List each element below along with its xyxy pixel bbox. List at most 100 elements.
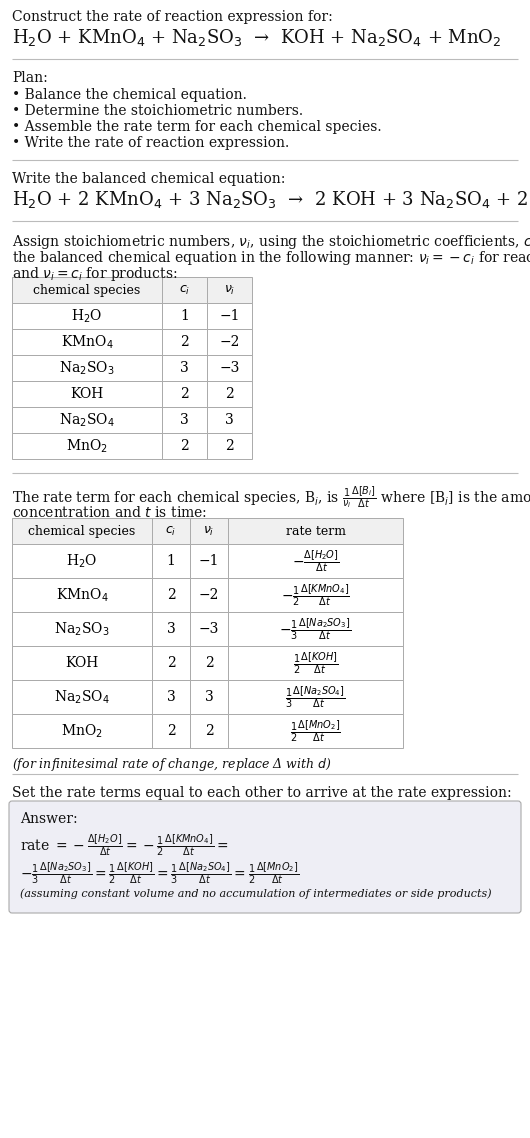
Bar xyxy=(162,277,207,303)
Text: • Write the rate of reaction expression.: • Write the rate of reaction expression. xyxy=(12,137,289,150)
Bar xyxy=(162,329,207,355)
Bar xyxy=(12,714,152,748)
Bar xyxy=(152,714,190,748)
Text: 3: 3 xyxy=(180,413,189,427)
Bar xyxy=(162,432,207,459)
Bar xyxy=(228,518,403,544)
Bar xyxy=(12,407,162,432)
Bar xyxy=(152,646,190,681)
Text: $\frac{1}{2}\frac{\Delta[MnO_2]}{\Delta t}$: $\frac{1}{2}\frac{\Delta[MnO_2]}{\Delta … xyxy=(290,718,341,744)
Text: concentration and $t$ is time:: concentration and $t$ is time: xyxy=(12,505,207,520)
Text: $-\frac{1}{2}\frac{\Delta[KMnO_4]}{\Delta t}$: $-\frac{1}{2}\frac{\Delta[KMnO_4]}{\Delt… xyxy=(281,583,350,608)
Text: $\frac{1}{2}\frac{\Delta[KOH]}{\Delta t}$: $\frac{1}{2}\frac{\Delta[KOH]}{\Delta t}… xyxy=(293,650,338,676)
Bar xyxy=(207,329,252,355)
Text: $\nu_i$: $\nu_i$ xyxy=(224,283,235,297)
Bar xyxy=(12,681,152,714)
Text: The rate term for each chemical species, B$_i$, is $\frac{1}{\nu_i}\frac{\Delta[: The rate term for each chemical species,… xyxy=(12,485,530,511)
Text: Assign stoichiometric numbers, $\nu_i$, using the stoichiometric coefficients, $: Assign stoichiometric numbers, $\nu_i$, … xyxy=(12,233,530,251)
Text: the balanced chemical equation in the following manner: $\nu_i = -c_i$ for react: the balanced chemical equation in the fo… xyxy=(12,249,530,267)
Bar xyxy=(162,355,207,381)
Text: 3: 3 xyxy=(225,413,234,427)
Bar xyxy=(228,578,403,612)
Bar xyxy=(190,518,228,544)
Bar xyxy=(190,544,228,578)
Text: 2: 2 xyxy=(180,335,189,349)
Text: KOH: KOH xyxy=(70,387,104,401)
Text: (assuming constant volume and no accumulation of intermediates or side products): (assuming constant volume and no accumul… xyxy=(20,888,492,899)
Text: Plan:: Plan: xyxy=(12,71,48,85)
Bar xyxy=(12,355,162,381)
Bar xyxy=(152,681,190,714)
Text: KMnO$_4$: KMnO$_4$ xyxy=(56,586,108,603)
Text: 3: 3 xyxy=(180,361,189,376)
Bar xyxy=(12,277,162,303)
Text: −2: −2 xyxy=(219,335,240,349)
Text: Answer:: Answer: xyxy=(20,813,77,826)
Bar xyxy=(12,578,152,612)
Text: 1: 1 xyxy=(166,554,175,568)
Bar xyxy=(207,407,252,432)
Text: chemical species: chemical species xyxy=(29,525,136,537)
FancyBboxPatch shape xyxy=(9,801,521,913)
Bar xyxy=(12,612,152,646)
Text: KOH: KOH xyxy=(65,655,99,670)
Bar xyxy=(152,544,190,578)
Text: MnO$_2$: MnO$_2$ xyxy=(61,723,103,740)
Bar xyxy=(12,432,162,459)
Bar xyxy=(12,329,162,355)
Bar xyxy=(190,646,228,681)
Bar xyxy=(207,355,252,381)
Text: $c_i$: $c_i$ xyxy=(179,283,190,297)
Text: 2: 2 xyxy=(205,655,214,670)
Bar xyxy=(190,612,228,646)
Text: rate term: rate term xyxy=(286,525,346,537)
Bar xyxy=(162,303,207,329)
Text: (for infinitesimal rate of change, replace Δ with $d$): (for infinitesimal rate of change, repla… xyxy=(12,756,332,773)
Text: H$_2$O + 2 KMnO$_4$ + 3 Na$_2$SO$_3$  →  2 KOH + 3 Na$_2$SO$_4$ + 2 MnO$_2$: H$_2$O + 2 KMnO$_4$ + 3 Na$_2$SO$_3$ → 2… xyxy=(12,189,530,211)
Bar xyxy=(228,612,403,646)
Text: 2: 2 xyxy=(180,439,189,453)
Text: KMnO$_4$: KMnO$_4$ xyxy=(61,333,113,351)
Text: rate $= -\frac{\Delta[H_2O]}{\Delta t} = -\frac{1}{2}\frac{\Delta[KMnO_4]}{\Delt: rate $= -\frac{\Delta[H_2O]}{\Delta t} =… xyxy=(20,832,228,858)
Bar xyxy=(152,612,190,646)
Text: $\nu_i$: $\nu_i$ xyxy=(204,525,215,537)
Bar xyxy=(207,381,252,407)
Text: 2: 2 xyxy=(180,387,189,401)
Text: 2: 2 xyxy=(166,724,175,739)
Text: Na$_2$SO$_3$: Na$_2$SO$_3$ xyxy=(59,360,115,377)
Bar xyxy=(228,544,403,578)
Text: H$_2$O + KMnO$_4$ + Na$_2$SO$_3$  →  KOH + Na$_2$SO$_4$ + MnO$_2$: H$_2$O + KMnO$_4$ + Na$_2$SO$_3$ → KOH +… xyxy=(12,27,502,48)
Text: chemical species: chemical species xyxy=(33,283,140,297)
Text: Na$_2$SO$_4$: Na$_2$SO$_4$ xyxy=(54,688,110,706)
Text: 2: 2 xyxy=(166,588,175,602)
Bar xyxy=(12,646,152,681)
Bar xyxy=(207,432,252,459)
Text: $\frac{1}{3}\frac{\Delta[Na_2SO_4]}{\Delta t}$: $\frac{1}{3}\frac{\Delta[Na_2SO_4]}{\Del… xyxy=(285,684,346,710)
Text: Na$_2$SO$_3$: Na$_2$SO$_3$ xyxy=(54,620,110,637)
Bar xyxy=(12,303,162,329)
Text: Construct the rate of reaction expression for:: Construct the rate of reaction expressio… xyxy=(12,10,333,24)
Text: • Assemble the rate term for each chemical species.: • Assemble the rate term for each chemic… xyxy=(12,119,382,134)
Bar xyxy=(190,681,228,714)
Text: 3: 3 xyxy=(166,690,175,704)
Text: and $\nu_i = c_i$ for products:: and $\nu_i = c_i$ for products: xyxy=(12,265,178,283)
Bar xyxy=(162,407,207,432)
Text: $-\frac{\Delta[H_2O]}{\Delta t}$: $-\frac{\Delta[H_2O]}{\Delta t}$ xyxy=(292,549,339,574)
Text: 2: 2 xyxy=(225,387,234,401)
Bar xyxy=(207,277,252,303)
Text: −2: −2 xyxy=(199,588,219,602)
Text: 2: 2 xyxy=(205,724,214,739)
Text: $c_i$: $c_i$ xyxy=(165,525,176,537)
Bar xyxy=(207,303,252,329)
Text: −1: −1 xyxy=(199,554,219,568)
Text: 3: 3 xyxy=(205,690,214,704)
Text: Set the rate terms equal to each other to arrive at the rate expression:: Set the rate terms equal to each other t… xyxy=(12,786,511,800)
Text: Na$_2$SO$_4$: Na$_2$SO$_4$ xyxy=(59,411,115,429)
Text: H$_2$O: H$_2$O xyxy=(72,307,103,324)
Bar xyxy=(12,544,152,578)
Text: 2: 2 xyxy=(166,655,175,670)
Text: −3: −3 xyxy=(219,361,240,376)
Text: • Determine the stoichiometric numbers.: • Determine the stoichiometric numbers. xyxy=(12,104,303,118)
Bar xyxy=(228,681,403,714)
Bar xyxy=(228,714,403,748)
